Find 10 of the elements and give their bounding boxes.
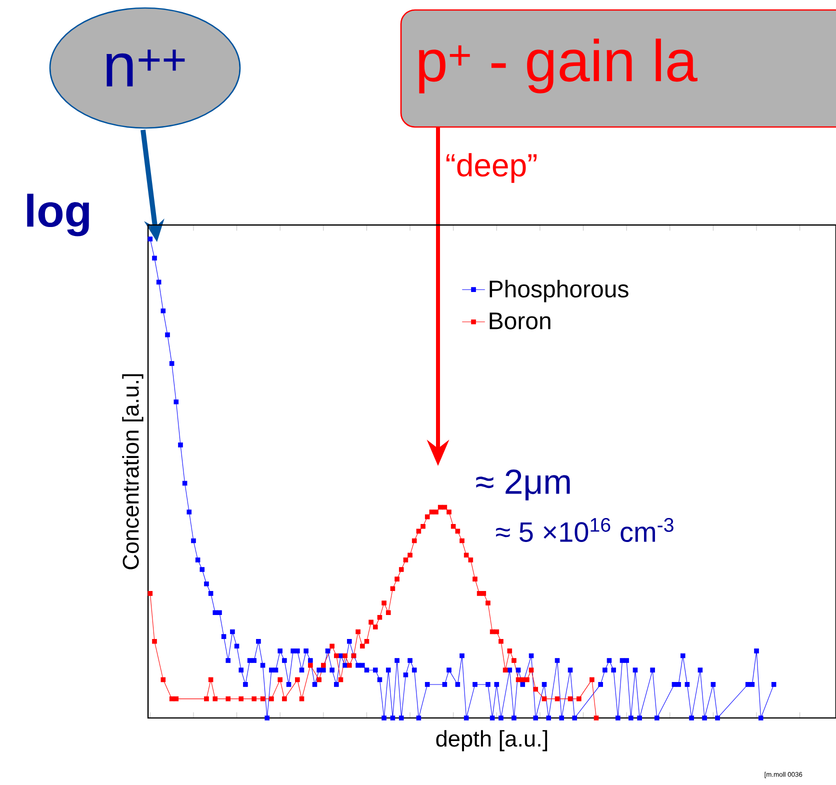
text: log: [27, 194, 89, 236]
text: p$^{+}$ - gain la: [419, 38, 698, 94]
legend-label: Boron: [490, 312, 550, 330]
text: n$^{++}$: [106, 50, 185, 86]
x-axis-title: depth [a.u.]: [436, 730, 548, 752]
legend-label: Phosphorous: [490, 280, 628, 302]
annotation: ≈ 5 ×10$^{16}$ cm$^{-3}$: [496, 518, 674, 542]
annotation: ≈ 2μm: [476, 470, 570, 500]
text: “deep”: [446, 153, 537, 183]
y-axis-title: Concentration [a.u.]: [122, 374, 144, 570]
